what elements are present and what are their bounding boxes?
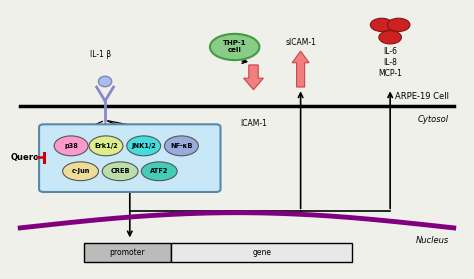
Text: Erk1/2: Erk1/2 [94, 143, 118, 149]
Ellipse shape [63, 162, 99, 181]
Text: Nucleus: Nucleus [416, 236, 449, 245]
Text: gene: gene [252, 248, 271, 257]
Text: CREB: CREB [110, 168, 130, 174]
Ellipse shape [127, 136, 161, 156]
Circle shape [370, 18, 393, 32]
FancyArrow shape [244, 65, 264, 90]
Ellipse shape [210, 34, 259, 60]
Text: ARPE-19 Cell: ARPE-19 Cell [395, 92, 449, 101]
Bar [171, 242, 353, 263]
Ellipse shape [102, 162, 138, 181]
FancyBboxPatch shape [39, 124, 220, 192]
Ellipse shape [141, 162, 177, 181]
Text: ICAM-1: ICAM-1 [240, 119, 267, 128]
Text: Quercetin: Quercetin [11, 153, 58, 162]
Text: IL-1 Receptor: IL-1 Receptor [80, 126, 130, 135]
Text: THP-1
cell: THP-1 cell [223, 40, 246, 54]
Ellipse shape [164, 136, 198, 156]
Text: IL-1 β: IL-1 β [90, 50, 111, 59]
Text: ATF2: ATF2 [150, 168, 168, 174]
Text: NF-κB: NF-κB [170, 143, 192, 149]
Bar [84, 242, 171, 263]
Text: promoter: promoter [109, 248, 145, 257]
Text: JNK1/2: JNK1/2 [131, 143, 156, 149]
FancyArrow shape [292, 51, 309, 87]
Text: c-Jun: c-Jun [72, 168, 90, 174]
Text: sICAM-1: sICAM-1 [285, 38, 316, 47]
Circle shape [379, 31, 401, 44]
Circle shape [387, 18, 410, 32]
Text: IL-6
IL-8
MCP-1: IL-6 IL-8 MCP-1 [378, 47, 402, 78]
Text: p38: p38 [64, 143, 78, 149]
Ellipse shape [89, 136, 123, 156]
Text: Cytosol: Cytosol [418, 115, 449, 124]
Ellipse shape [54, 136, 88, 156]
Ellipse shape [99, 76, 112, 87]
